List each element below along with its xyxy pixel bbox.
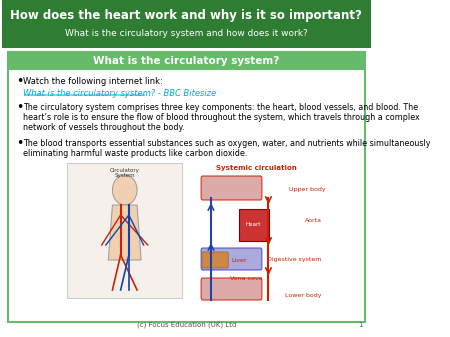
Text: The circulatory system comprises three key components: the heart, blood vessels,: The circulatory system comprises three k… bbox=[23, 103, 418, 113]
FancyBboxPatch shape bbox=[201, 278, 262, 300]
Text: (c) Focus Education (UK) Ltd: (c) Focus Education (UK) Ltd bbox=[137, 322, 236, 328]
FancyBboxPatch shape bbox=[201, 248, 262, 270]
Text: The blood transports essential substances such as oxygen, water, and nutrients w: The blood transports essential substance… bbox=[23, 139, 430, 148]
Text: What is the circulatory system?: What is the circulatory system? bbox=[93, 56, 279, 66]
Text: Heart: Heart bbox=[246, 222, 261, 227]
Text: •: • bbox=[16, 136, 24, 150]
Text: •: • bbox=[16, 75, 24, 89]
Circle shape bbox=[112, 175, 137, 205]
Text: Vena cava: Vena cava bbox=[230, 276, 262, 280]
Text: network of vessels throughout the body.: network of vessels throughout the body. bbox=[23, 123, 184, 132]
Text: Aorta: Aorta bbox=[305, 217, 322, 222]
Text: Liver: Liver bbox=[231, 257, 247, 263]
Text: Upper body: Upper body bbox=[289, 187, 326, 192]
FancyBboxPatch shape bbox=[1, 0, 371, 48]
Text: Systemic circulation: Systemic circulation bbox=[216, 165, 297, 171]
Text: Lower body: Lower body bbox=[285, 293, 322, 298]
Text: heart’s role is to ensure the flow of blood throughout the system, which travels: heart’s role is to ensure the flow of bl… bbox=[23, 114, 420, 123]
FancyBboxPatch shape bbox=[67, 163, 182, 298]
Text: What is the circulatory system and how does it work?: What is the circulatory system and how d… bbox=[65, 30, 308, 38]
Text: Watch the following internet link:: Watch the following internet link: bbox=[23, 78, 162, 87]
FancyBboxPatch shape bbox=[202, 252, 228, 268]
FancyBboxPatch shape bbox=[239, 209, 269, 241]
FancyBboxPatch shape bbox=[8, 52, 365, 70]
Text: •: • bbox=[16, 101, 24, 115]
Text: 1: 1 bbox=[358, 322, 363, 328]
Polygon shape bbox=[108, 205, 141, 260]
Text: Circulatory
System: Circulatory System bbox=[110, 167, 140, 178]
Text: eliminating harmful waste products like carbon dioxide.: eliminating harmful waste products like … bbox=[23, 149, 248, 157]
Text: What is the circulatory system? - BBC Bitesize: What is the circulatory system? - BBC Bi… bbox=[23, 89, 216, 97]
Text: How does the heart work and why is it so important?: How does the heart work and why is it so… bbox=[10, 9, 362, 23]
Text: Digestive system: Digestive system bbox=[267, 257, 322, 263]
FancyBboxPatch shape bbox=[201, 176, 262, 200]
